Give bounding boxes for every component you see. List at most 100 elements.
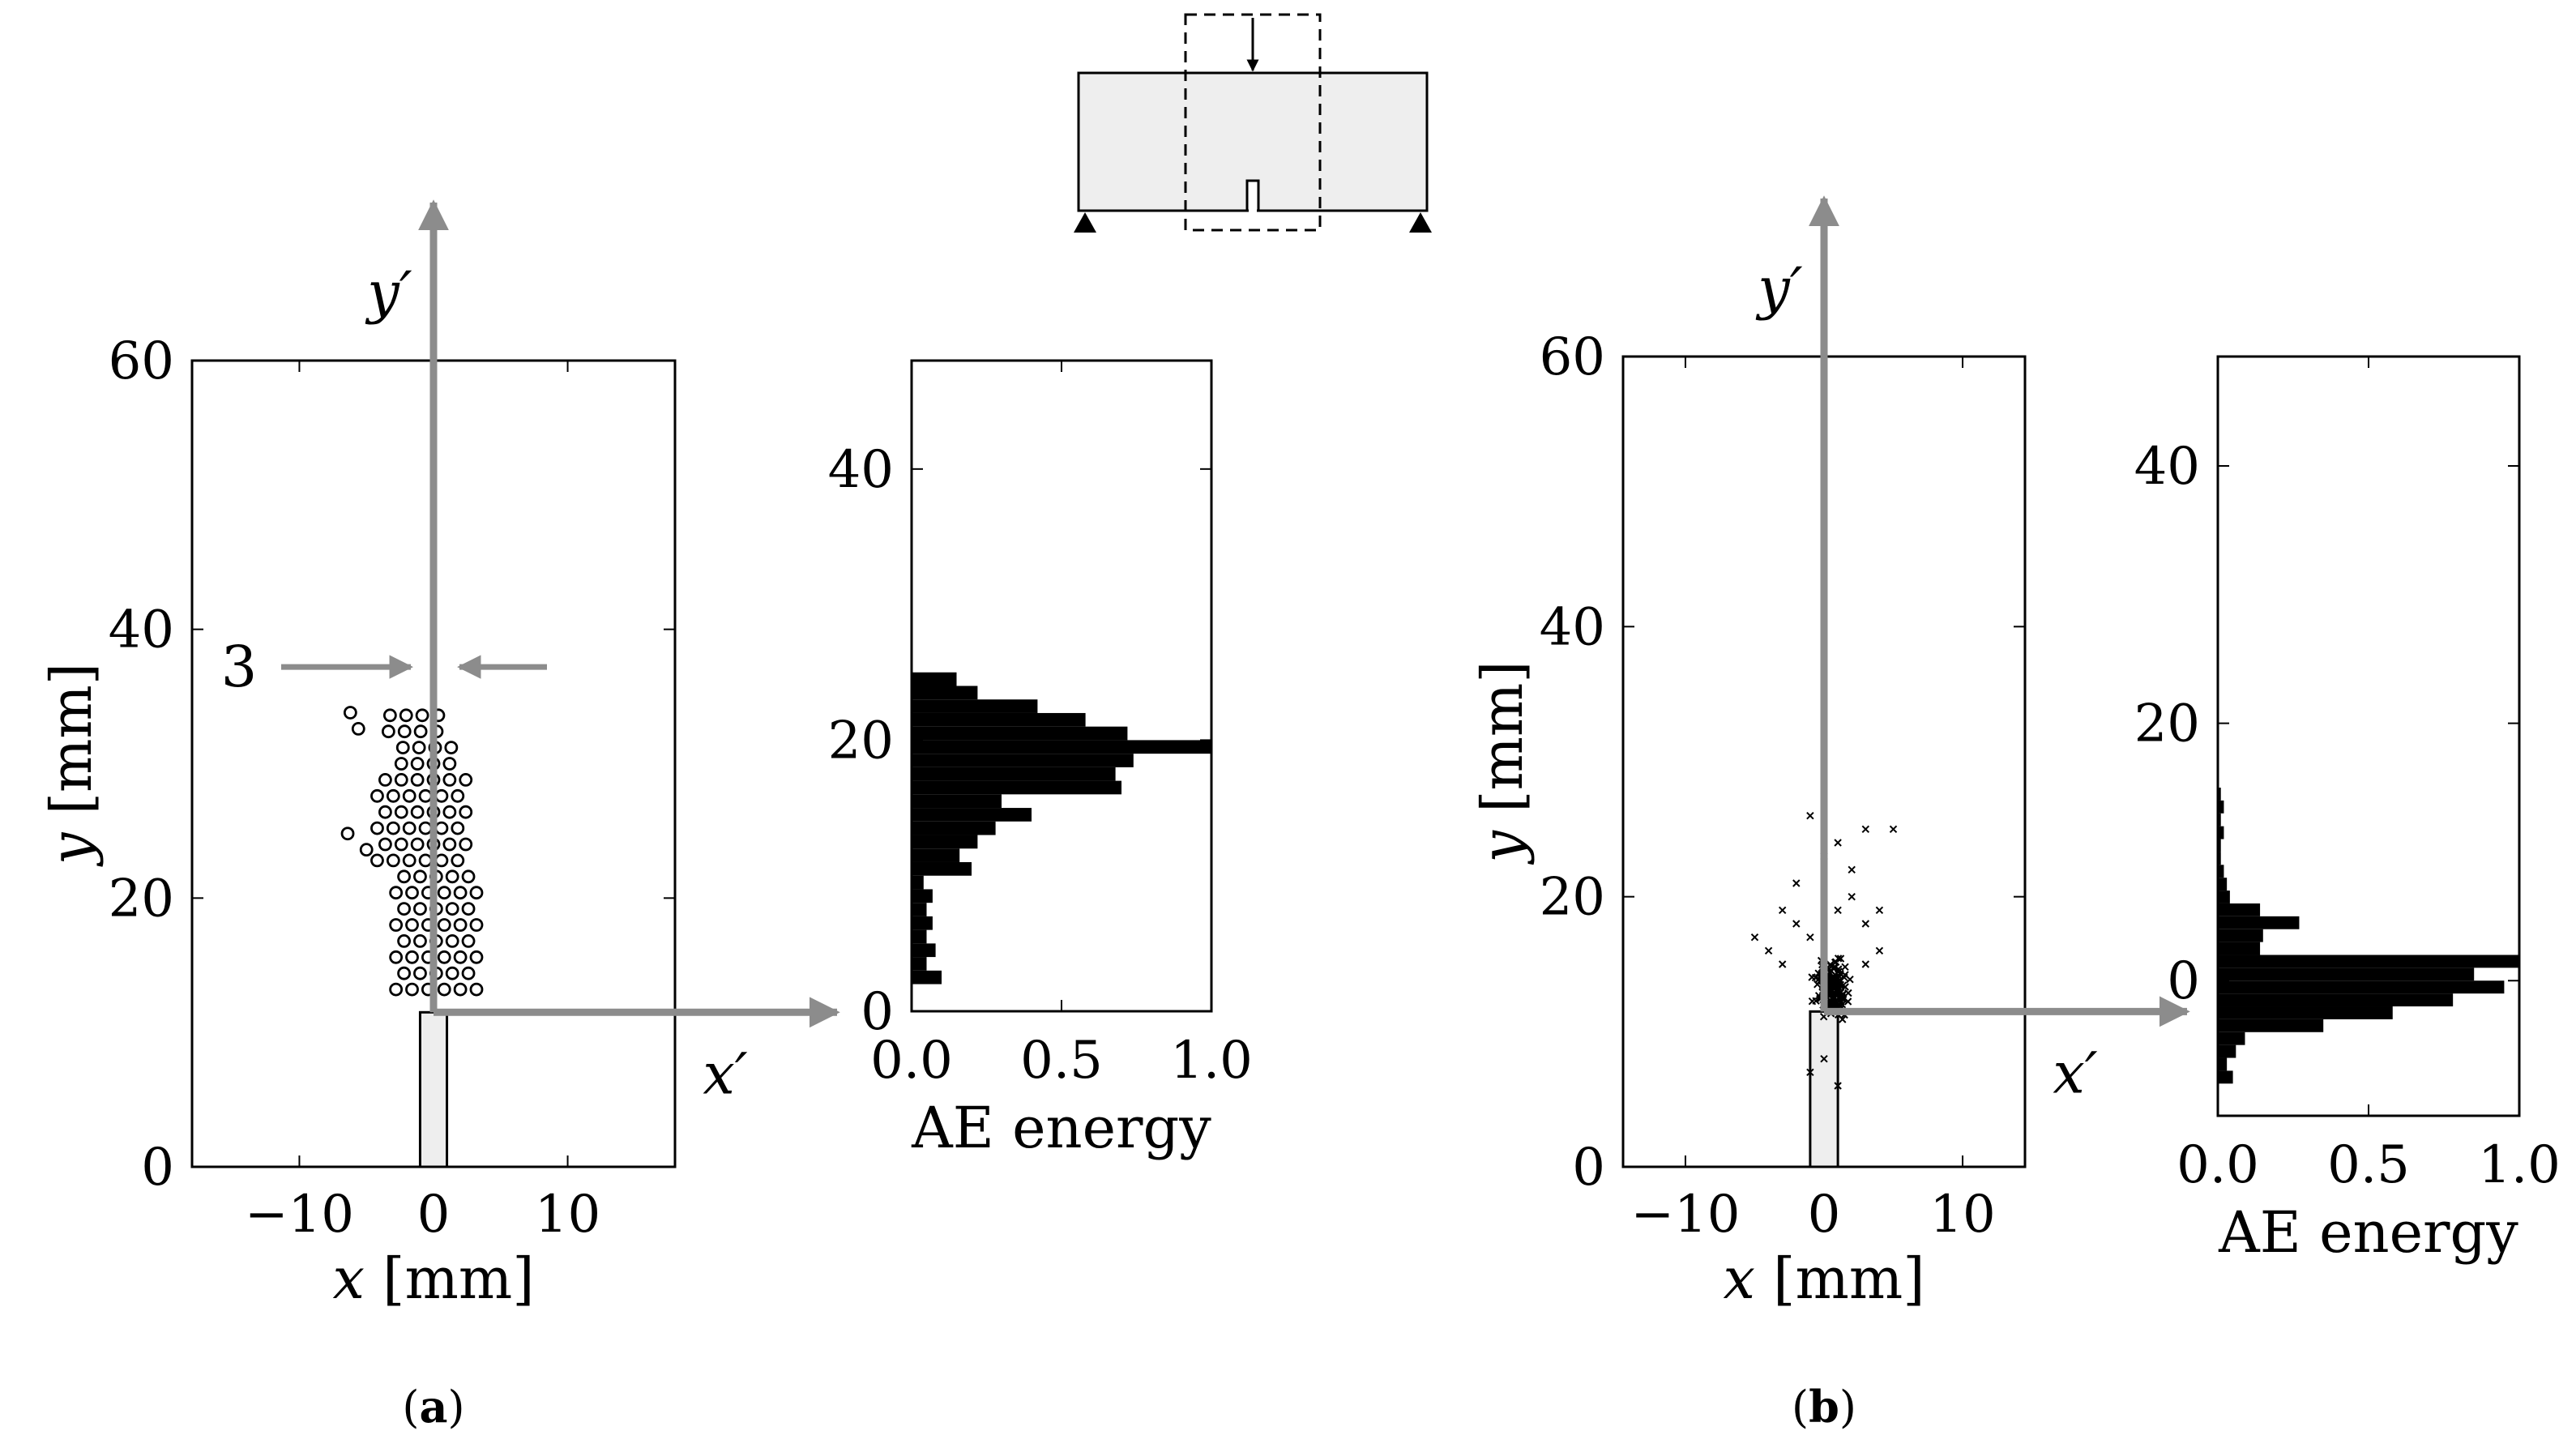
y-tick-label: 20 (1540, 868, 1605, 928)
data-point (395, 741, 410, 754)
beam-inset (1074, 13, 1432, 233)
zoom-region-box (1184, 13, 1322, 232)
data-point (459, 805, 473, 819)
y-tick-label: 40 (109, 600, 174, 660)
data-point (461, 902, 476, 916)
y-tick-label: 60 (1540, 327, 1605, 387)
data-point (351, 721, 365, 736)
panel-caption: (b) (1792, 1381, 1856, 1433)
data-point (1843, 997, 1852, 1006)
hist-bar (912, 903, 927, 916)
x-tick-label: 1.0 (2478, 1135, 2561, 1195)
data-point (451, 788, 465, 803)
hist-bar (912, 875, 924, 890)
beam-notch (1245, 179, 1260, 212)
data-point (370, 821, 384, 835)
data-point (1750, 933, 1759, 942)
data-point (459, 837, 473, 852)
data-point (410, 757, 425, 771)
data-point (402, 853, 417, 868)
data-point (397, 902, 411, 916)
data-point (386, 853, 400, 868)
data-point (1846, 975, 1854, 984)
x-axis-label: x [mm] (332, 1245, 534, 1312)
x-tick-label: 10 (535, 1185, 600, 1245)
data-point (415, 708, 429, 723)
data-point (343, 706, 357, 720)
data-point (434, 821, 449, 835)
data-point (1839, 1015, 1847, 1023)
hist-bar (912, 889, 933, 903)
data-point (1820, 1054, 1828, 1063)
data-point (437, 886, 451, 900)
x-prime-label: x′ (2053, 1040, 2097, 1106)
data-point (389, 918, 404, 932)
y-tick-label: 40 (1540, 597, 1605, 657)
data-point (1792, 879, 1801, 887)
data-point (469, 950, 484, 964)
data-point (453, 918, 468, 932)
data-point (1806, 811, 1814, 820)
panel-b: −10 0 10 0 20 40 60 y′ x′ x [mm] y [mm] (b) 0.0 0.5 1.… (1469, 195, 2561, 1433)
data-point (445, 902, 459, 916)
data-point (451, 853, 465, 868)
x-axis-label: x [mm] (1723, 1245, 1925, 1312)
data-point (413, 966, 427, 980)
x-prime-label: x′ (703, 1040, 747, 1107)
data-point (437, 950, 451, 964)
data-point (413, 934, 427, 948)
data-point (453, 886, 468, 900)
data-point (389, 982, 404, 997)
hist-bar (912, 794, 1002, 809)
data-point (378, 805, 392, 819)
x-tick-label: 0 (417, 1185, 451, 1245)
hist-bar (912, 740, 1211, 754)
y-tick-label: 20 (2134, 694, 2200, 754)
support-triangle-icon (1074, 212, 1096, 233)
data-point (1764, 946, 1773, 955)
x-axis-label: AE energy (2218, 1199, 2518, 1266)
hist-bar (2218, 929, 2263, 942)
hist-bar (2218, 878, 2228, 891)
x-tick-label: −10 (1630, 1185, 1740, 1245)
hist-bar (912, 686, 978, 700)
data-point (1827, 974, 1835, 982)
data-point (1832, 999, 1840, 1008)
data-point (1836, 992, 1844, 1000)
data-point (442, 837, 457, 852)
y-tick-label: 20 (109, 869, 174, 929)
data-point (1831, 958, 1839, 967)
data-point (1844, 989, 1852, 997)
data-point (410, 805, 425, 819)
hist-bar (912, 943, 936, 958)
data-point (1834, 839, 1842, 847)
hist-bar (912, 916, 933, 930)
hist-bar (912, 970, 942, 985)
data-point (1861, 920, 1870, 928)
hist-bar (912, 929, 927, 944)
data-point (1778, 960, 1787, 968)
width-label: 3 (221, 634, 258, 700)
data-point (402, 821, 417, 835)
y-tick-label: 40 (2134, 437, 2200, 497)
data-point (1778, 906, 1787, 915)
hist-bar (2218, 800, 2224, 814)
x-tick-label: 1.0 (1170, 1031, 1253, 1091)
data-point (418, 821, 433, 835)
y-prime-label: y′ (365, 259, 412, 326)
data-point (1841, 963, 1849, 972)
data-point (1836, 955, 1845, 963)
data-point (397, 966, 411, 980)
data-point (340, 827, 355, 841)
hist-bar (2218, 865, 2224, 878)
data-point (359, 843, 374, 857)
data-point (469, 918, 484, 932)
x-tick-label: 0.0 (870, 1031, 953, 1091)
notch (1809, 1010, 1839, 1168)
data-point (382, 708, 397, 723)
data-point (418, 853, 433, 868)
y-axis-label: y [mm] (38, 663, 105, 867)
data-point (405, 982, 419, 997)
data-point (1833, 978, 1841, 987)
y-tick-label: 0 (141, 1138, 174, 1198)
